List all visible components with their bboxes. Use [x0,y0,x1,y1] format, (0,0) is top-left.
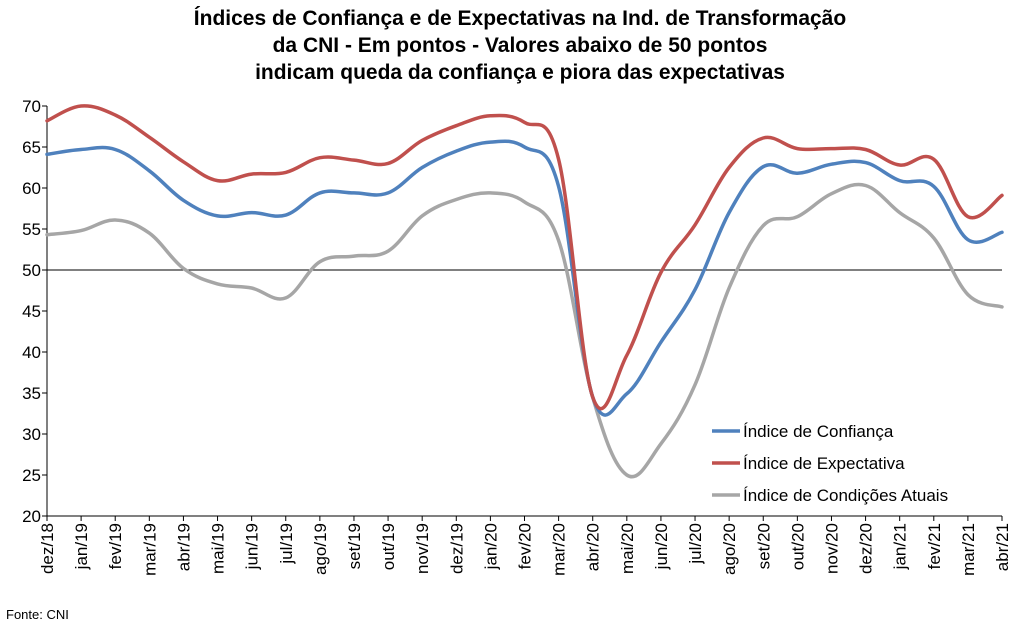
series-line-indice-de-confianca [45,139,1004,417]
x-tick-label: set/20 [754,523,773,569]
x-tick-label: abr/19 [174,523,193,571]
y-tick-label: 60 [22,179,41,198]
x-tick-label: dez/20 [857,523,876,574]
y-tick-label: 70 [22,97,41,116]
x-tick-label: ago/20 [720,523,739,575]
x-tick-label: jan/20 [481,523,500,570]
chart-legend: Índice de Confiança Índice de Expectativa… [712,422,948,505]
x-tick-label: dez/18 [38,523,57,574]
x-tick-label: jun/19 [243,523,262,570]
y-tick-label: 20 [22,507,41,526]
x-tick-label: fev/21 [925,523,944,569]
x-tick-label: ago/19 [311,523,330,575]
x-tick-label: out/19 [379,523,398,570]
x-tick-label: jan/19 [72,523,91,570]
legend-label-indice-de-expectativa: Índice de Expectativa [743,454,905,473]
chart-series [45,104,1004,479]
x-tick-label: out/20 [788,523,807,570]
x-tick-label: fev/20 [516,523,535,569]
y-tick-label: 35 [22,384,41,403]
source-note: Fonte: CNI [6,607,69,622]
y-tick-label: 40 [22,343,41,362]
x-tick-label: mar/20 [550,523,569,576]
legend-label-indice-de-condicoes-atuais: Índice de Condições Atuais [743,486,948,505]
y-tick-label: 45 [22,302,41,321]
y-tick-label: 50 [22,261,41,280]
y-axis-tick-labels: 70 65 60 55 50 45 40 35 30 25 20 [22,97,47,526]
x-tick-label: jan/21 [891,523,910,570]
x-tick-label: fev/19 [106,523,125,569]
series-line-indice-de-condicoes-atuais [45,182,1004,479]
x-tick-label: nov/20 [822,523,841,574]
y-tick-label: 55 [22,220,41,239]
y-tick-label: 30 [22,425,41,444]
series-line-indice-de-expectativa [45,104,1004,411]
x-tick-label: mai/19 [209,523,228,574]
x-tick-label: mar/21 [959,523,978,576]
x-tick-label: dez/19 [447,523,466,574]
y-tick-label: 65 [22,138,41,157]
chart-title-line-1: Índices de Confiança e de Expectativas n… [194,7,846,30]
chart-title-line-3: indicam queda da confiança e piora das e… [255,61,785,84]
x-tick-label: nov/19 [413,523,432,574]
x-tick-label: abr/20 [584,523,603,571]
chart-title: Índices de Confiança e de Expectativas n… [194,7,846,84]
legend-label-indice-de-confianca: Índice de Confiança [743,422,894,441]
x-tick-label: abr/21 [993,523,1012,571]
x-tick-label: jul/20 [686,523,705,565]
x-tick-label: set/19 [345,523,364,569]
x-tick-label: mar/19 [140,523,159,576]
x-tick-label: jul/19 [277,523,296,565]
chart-title-line-2: da CNI - Em pontos - Valores abaixo de 5… [273,34,768,57]
x-axis-tick-labels: dez/18 jan/19 fev/19 mar/19 abr/19 mai/19 jun/… [38,516,1012,576]
x-tick-label: jun/20 [652,523,671,570]
x-tick-label: mai/20 [618,523,637,574]
y-tick-label: 25 [22,466,41,485]
